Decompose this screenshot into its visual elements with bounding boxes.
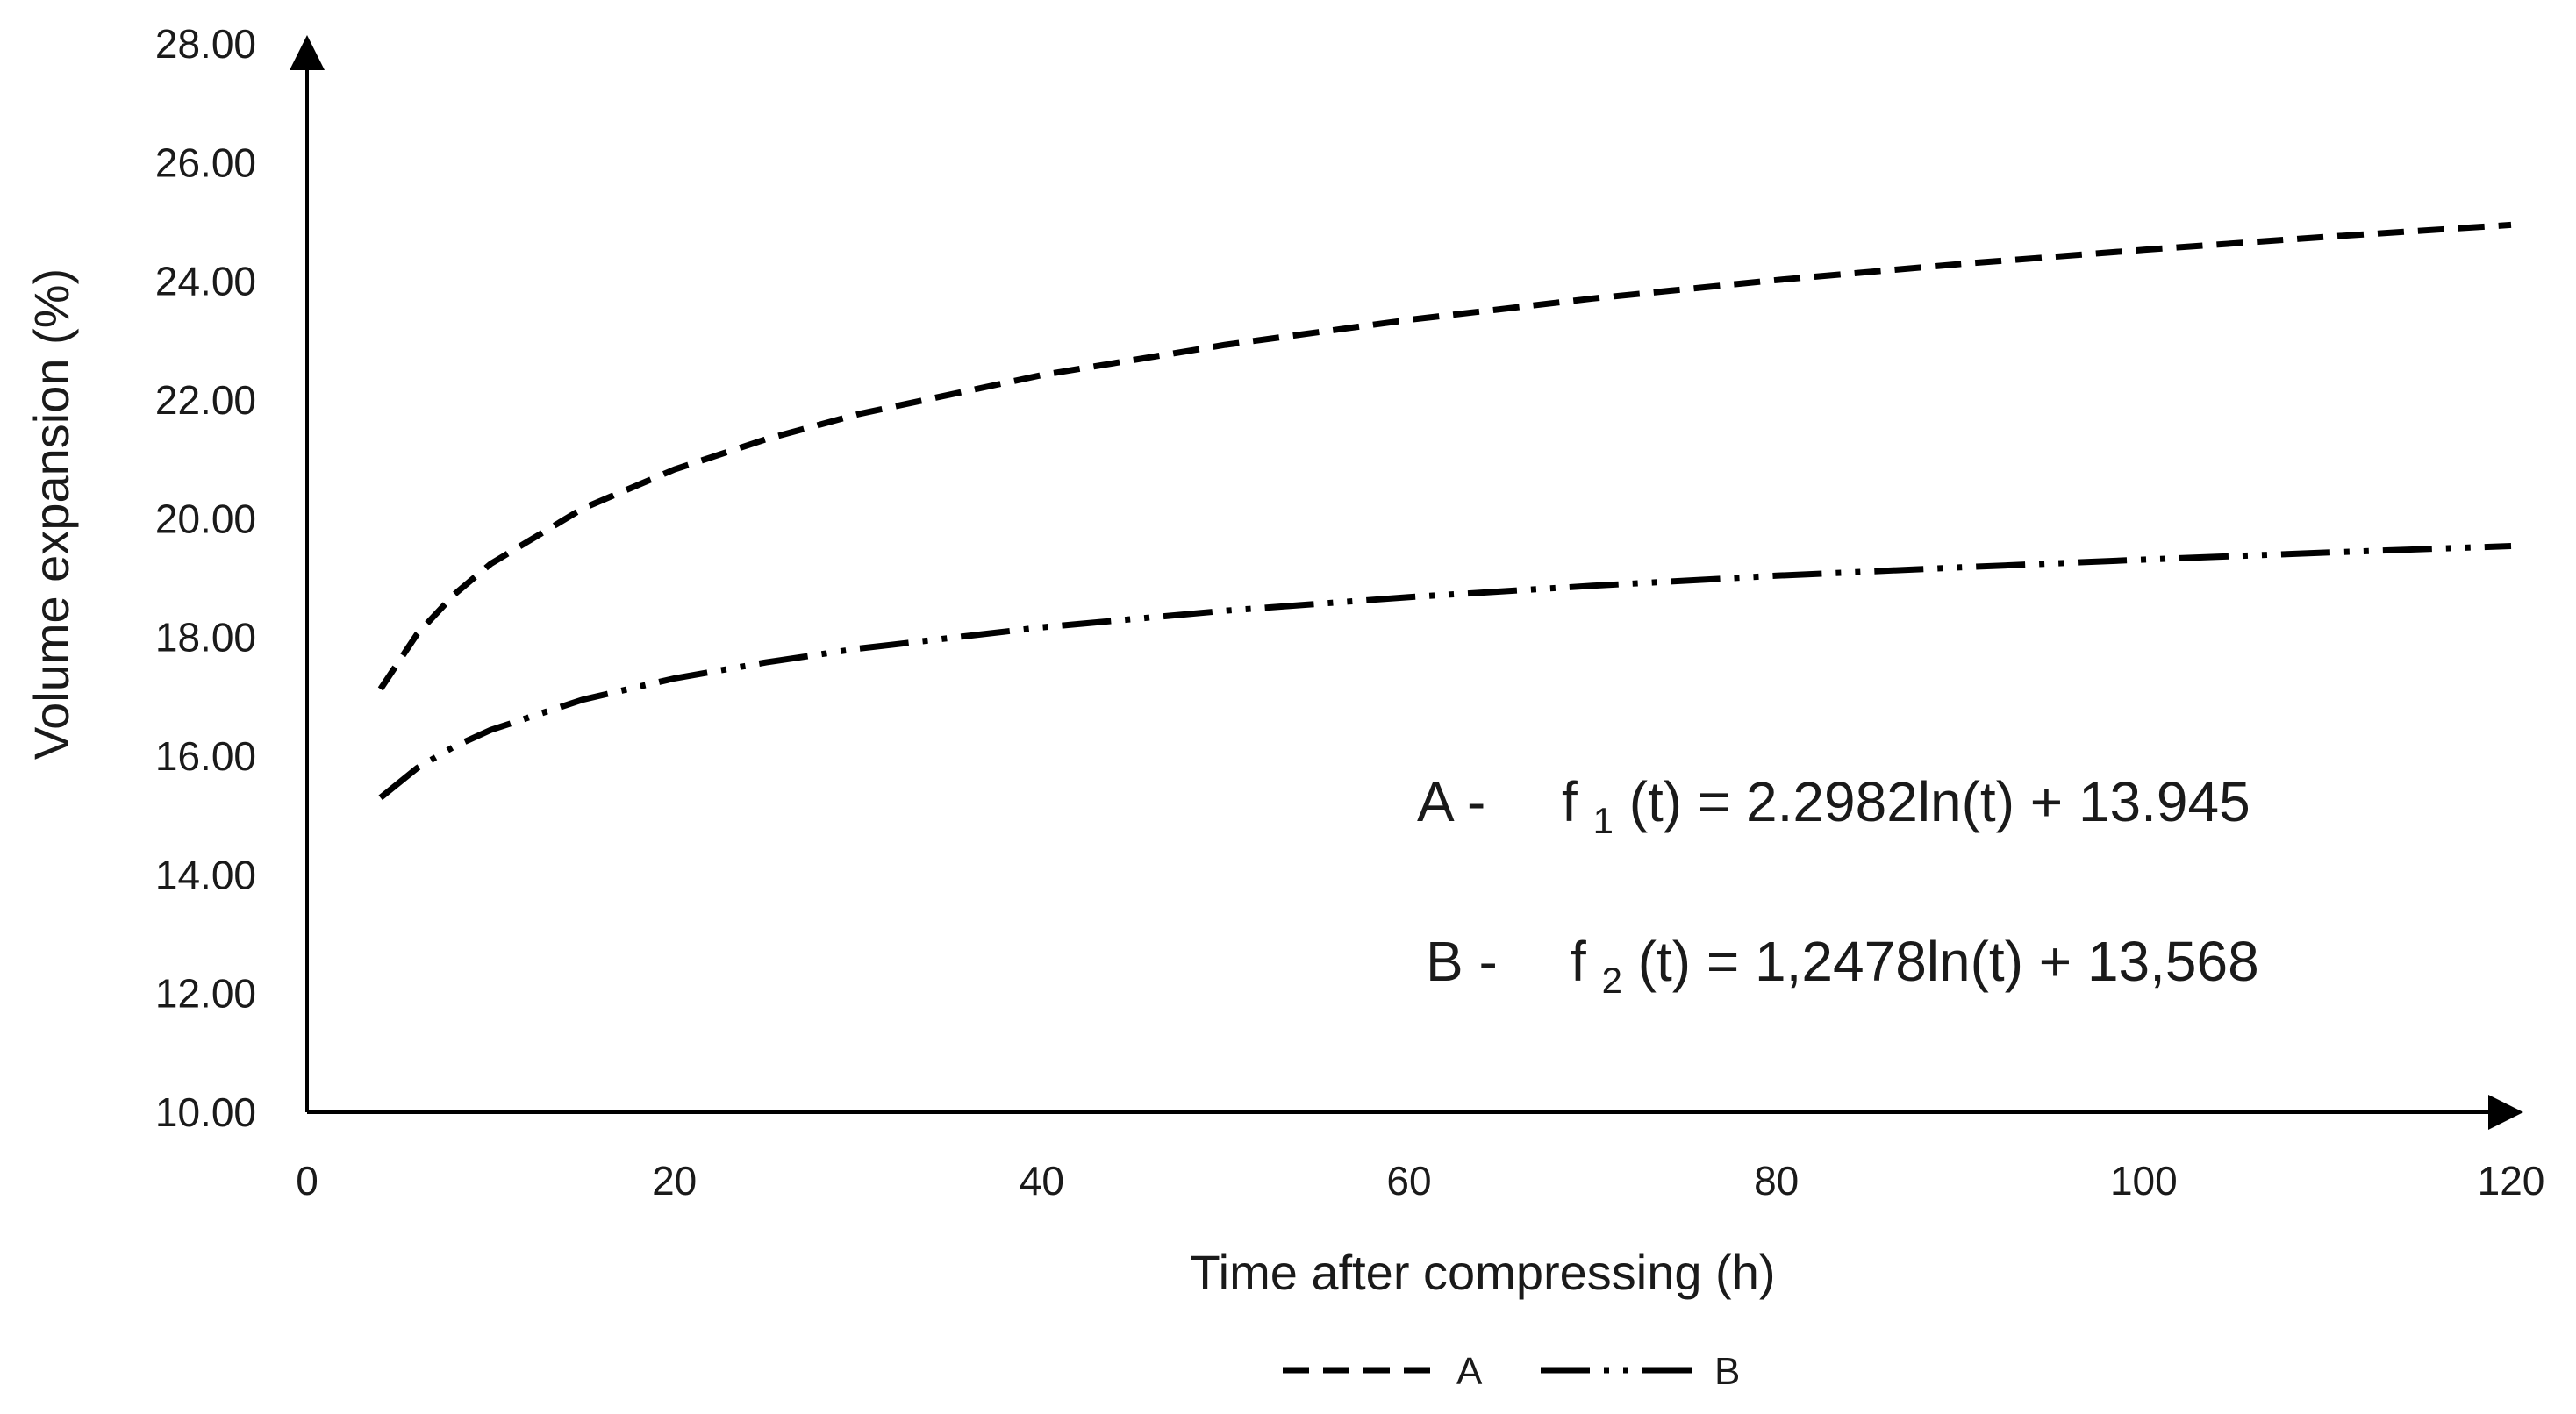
x-tick-labels: 0 20 40 60 80 100 120 [296, 1158, 2544, 1203]
x-tick-label: 40 [1020, 1158, 1064, 1203]
y-tick-label: 14.00 [155, 852, 256, 897]
equation-b-func: f [1571, 930, 1586, 993]
y-tick-label: 16.00 [155, 733, 256, 779]
x-tick-label: 20 [652, 1158, 697, 1203]
x-tick-label: 60 [1386, 1158, 1431, 1203]
y-tick-label: 20.00 [155, 496, 256, 541]
equation-a-label: A - [1417, 770, 1485, 833]
x-tick-label: 80 [1754, 1158, 1799, 1203]
legend: A B [1283, 1350, 1740, 1393]
y-tick-label: 22.00 [155, 377, 256, 423]
x-tick-label: 0 [296, 1158, 318, 1203]
y-tick-label: 26.00 [155, 139, 256, 185]
x-tick-label: 100 [2110, 1158, 2178, 1203]
series-lines [377, 221, 2512, 801]
legend-label-a: A [1456, 1350, 1483, 1393]
y-tick-label: 18.00 [155, 615, 256, 661]
equation-b-sub: 2 [1602, 960, 1622, 1001]
equation-a-expr: (t) = 2.2982ln(t) + 13.945 [1629, 770, 2250, 833]
axes [290, 35, 2523, 1130]
series-line-a [377, 221, 2512, 691]
equation-b: B - f 2 (t) = 1,2478ln(t) + 13,568 [1426, 930, 2259, 1005]
y-tick-label: 28.00 [155, 21, 256, 67]
y-tick-label: 12.00 [155, 971, 256, 1017]
legend-label-b: B [1714, 1350, 1740, 1393]
y-tick-labels: 10.00 12.00 14.00 16.00 18.00 20.00 22.00 24.00… [155, 21, 256, 1135]
equation-b-expr: (t) = 1,2478ln(t) + 13,568 [1638, 930, 2259, 993]
series-line-b [378, 543, 2512, 801]
y-tick-label: 24.00 [155, 259, 256, 304]
equation-a-func: f [1562, 770, 1578, 833]
equation-a: A - f 1 (t) = 2.2982ln(t) + 13.945 [1417, 770, 2250, 846]
x-axis-title: Time after compressing (h) [1191, 1245, 1776, 1300]
y-tick-label: 10.00 [155, 1089, 256, 1135]
equation-a-sub: 1 [1593, 800, 1614, 841]
y-axis-title: Volume expansion (%) [24, 268, 79, 760]
equation-b-label: B - [1426, 930, 1498, 993]
x-tick-label: 120 [2478, 1158, 2545, 1203]
equations: A - f 1 (t) = 2.2982ln(t) + 13.945 B - f… [1417, 770, 2259, 1005]
